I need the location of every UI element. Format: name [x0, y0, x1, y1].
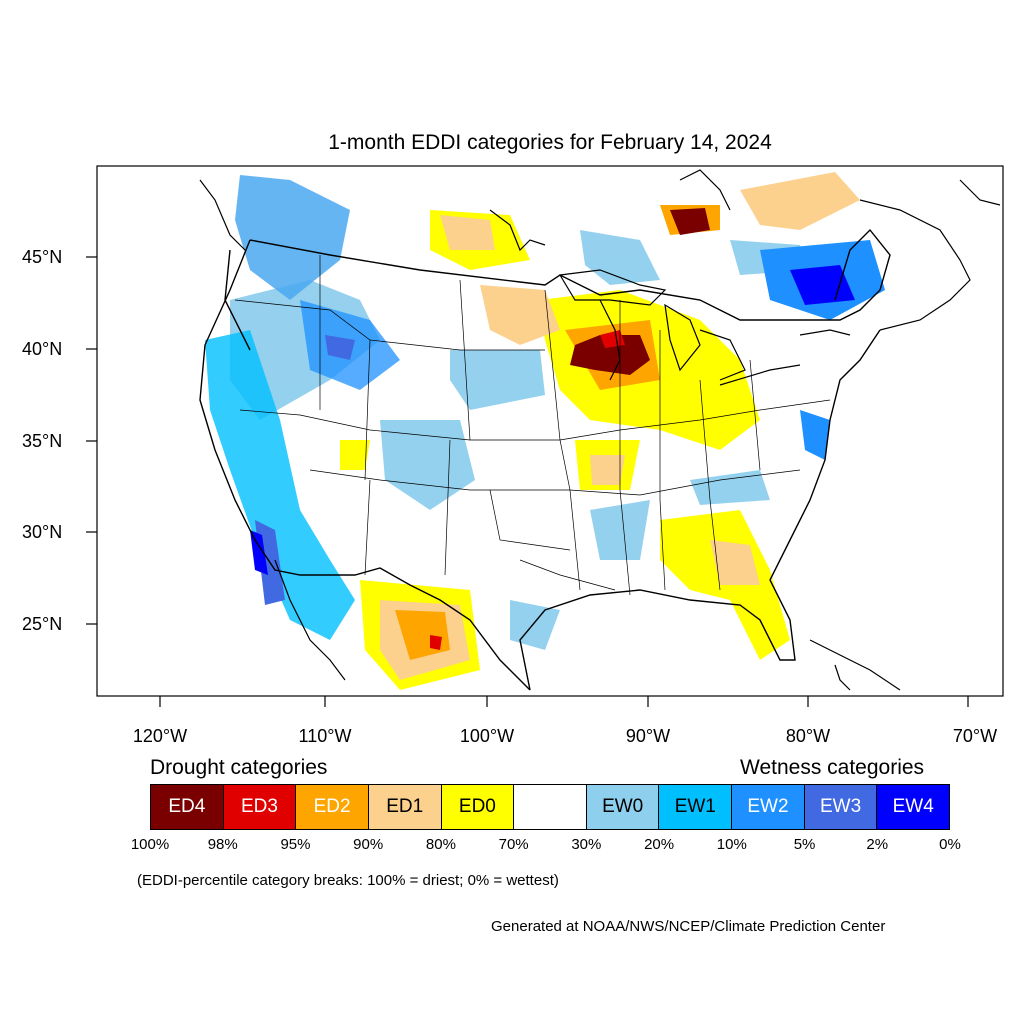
wetness-heading: Wetness categories	[740, 756, 925, 779]
category-note: (EDDI-percentile category breaks: 100% =…	[137, 872, 559, 889]
percentile-label: 100%	[130, 836, 170, 853]
legend-box-ed1: ED1	[368, 785, 442, 829]
percentile-label: 2%	[866, 836, 889, 853]
lon-label-120: 120°W	[132, 726, 188, 746]
lat-label-45: 45°N	[22, 247, 63, 267]
legend-box-ed2: ED2	[296, 785, 369, 829]
percentile-label: 20%	[644, 836, 675, 853]
credit-text: Generated at NOAA/NWS/NCEP/Climate Predi…	[491, 918, 886, 935]
lat-label-25: 25°N	[22, 614, 63, 634]
lat-label-35: 35°N	[22, 431, 63, 451]
lat-ticks	[86, 256, 97, 625]
legend-color-bar: ED4 ED3 ED2 ED1 ED0 EW0 EW1 EW2 EW3 EW4	[150, 784, 950, 830]
map-frame	[96, 165, 1004, 697]
lon-label-90: 90°W	[625, 726, 671, 746]
percentile-label: 80%	[425, 836, 456, 853]
lat-label-30: 30°N	[22, 522, 63, 542]
drought-heading: Drought categories	[150, 756, 328, 779]
canada-mexico-coast-details	[199, 169, 1001, 691]
lon-ticks	[159, 696, 969, 707]
percentile-label: 70%	[498, 836, 529, 853]
state-lines	[234, 255, 831, 596]
legend-box-ed3: ED3	[223, 785, 297, 829]
legend-box-ew1: EW1	[659, 785, 733, 829]
legend-box-ed4: ED4	[151, 785, 224, 829]
legend-box-ew4: EW4	[877, 785, 950, 829]
wetness-ew3-ew4-areas	[250, 265, 855, 575]
lon-label-80: 80°W	[785, 726, 831, 746]
legend-box-ew0: EW0	[586, 785, 660, 829]
map-title: 1-month EDDI categories for February 14,…	[328, 131, 772, 154]
coastlines-and-borders	[199, 228, 891, 691]
lon-label-100: 100°W	[459, 726, 515, 746]
percentile-label: 90%	[353, 836, 384, 853]
legend-box-neutral	[514, 785, 587, 829]
percentile-label: 0%	[939, 836, 961, 853]
lon-label-70: 70°W	[952, 726, 998, 746]
percentile-label: 5%	[793, 836, 816, 853]
great-lakes	[559, 269, 851, 386]
lat-label-40: 40°N	[22, 339, 63, 359]
lon-label-110: 110°W	[298, 726, 352, 746]
drought-ed3-ed4-areas	[430, 208, 710, 650]
legend-box-ew2: EW2	[732, 785, 805, 829]
percentile-label: 10%	[716, 836, 747, 853]
percentile-label: 30%	[571, 836, 602, 853]
legend-box-ew3: EW3	[804, 785, 878, 829]
percentile-label: 98%	[207, 836, 238, 853]
percentile-label: 95%	[280, 836, 311, 853]
legend-box-ed0: ED0	[441, 785, 515, 829]
